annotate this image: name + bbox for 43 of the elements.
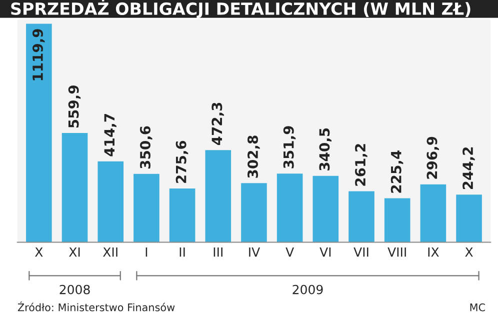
data-label: 340,5 [319,128,332,170]
data-label: 225,4 [390,150,404,193]
bar [205,150,232,242]
bar [384,198,410,242]
bar [26,24,52,242]
x-tick-label: III [214,247,222,257]
x-tick-label: XI [69,247,80,257]
data-label: 275,6 [176,140,188,183]
data-label: 351,9 [283,126,296,168]
data-label: 1119,9 [32,29,45,80]
bar [420,184,446,242]
text: 2008 [60,284,90,294]
bar [312,176,339,242]
text: Źródło: Ministerstwo Finansów [18,302,175,312]
data-label: 244,2 [462,147,475,190]
x-tick-label: VII [354,247,368,257]
data-label: 296,9 [426,136,439,179]
bar [456,194,482,242]
x-tick-label: X [465,247,473,257]
x-tick-label: XII [103,247,118,257]
data-label: 350,6 [140,126,152,168]
x-tick-label: VI [320,247,331,257]
x-tick-label: IV [249,247,260,257]
text: MC [470,303,485,312]
x-tick-label: I [146,247,148,257]
bar [276,174,303,242]
bar [169,188,196,242]
x-tick-label: X [35,247,43,257]
data-label: 559,9 [68,86,81,128]
x-tick-label: IX [428,247,439,257]
data-label: 472,3 [212,102,224,146]
text: 2009 [292,284,323,294]
bar [241,183,267,242]
data-label: 261,2 [355,144,368,186]
bar [134,174,160,242]
x-tick-label: II [180,247,185,257]
x-tick-label: VIII [388,247,406,257]
bar [348,191,374,242]
data-label: 302,8 [248,136,260,178]
bar [98,161,124,242]
bar [62,133,88,242]
x-tick-label: V [286,247,294,257]
data-label: 414,7 [104,114,116,156]
